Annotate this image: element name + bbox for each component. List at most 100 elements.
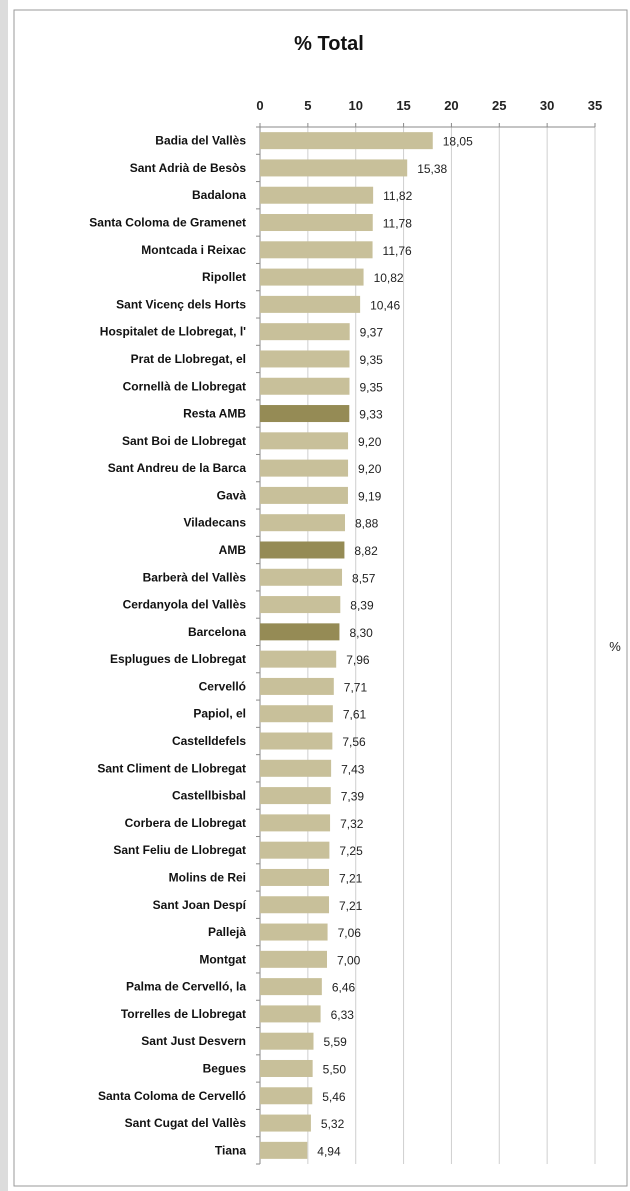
bar xyxy=(260,650,337,668)
value-label: 7,56 xyxy=(342,735,366,749)
bar xyxy=(260,132,433,150)
bar xyxy=(260,432,349,450)
value-label: 9,37 xyxy=(360,326,384,340)
value-label: 8,82 xyxy=(354,544,378,558)
bar xyxy=(260,459,349,477)
value-label: 9,35 xyxy=(359,380,383,394)
value-label: 9,20 xyxy=(358,462,382,476)
value-label: 5,32 xyxy=(321,1117,345,1131)
unit-label: % xyxy=(609,639,621,654)
bar xyxy=(260,541,345,559)
bar xyxy=(260,923,328,941)
bar xyxy=(260,759,332,777)
value-label: 7,32 xyxy=(340,817,364,831)
bar xyxy=(260,241,373,259)
x-tick-label: 15 xyxy=(396,98,410,113)
bar xyxy=(260,405,350,423)
value-label: 5,46 xyxy=(322,1090,346,1104)
value-label: 10,82 xyxy=(374,271,404,285)
category-label: Sant Just Desvern xyxy=(141,1034,246,1048)
bar xyxy=(260,323,350,341)
bar xyxy=(260,1059,313,1077)
value-label: 9,20 xyxy=(358,435,382,449)
category-label: Sant Climent de Llobregat xyxy=(97,761,246,775)
value-label: 8,57 xyxy=(352,571,376,585)
left-shadow xyxy=(0,0,8,1191)
chart-title: % Total xyxy=(294,33,364,55)
category-label: Sant Adrià de Besòs xyxy=(130,161,247,175)
value-label: 11,78 xyxy=(383,217,412,231)
bar xyxy=(260,350,350,368)
category-label: Barcelona xyxy=(188,625,246,639)
value-label: 7,00 xyxy=(337,953,361,967)
value-label: 8,39 xyxy=(350,599,374,613)
category-label: Santa Coloma de Cervelló xyxy=(98,1089,246,1103)
category-label: Corbera de Llobregat xyxy=(125,816,246,830)
value-label: 7,21 xyxy=(339,871,363,885)
category-label: Cerdanyola del Vallès xyxy=(123,598,247,612)
bar xyxy=(260,868,330,886)
bar xyxy=(260,214,373,232)
value-label: 11,82 xyxy=(383,189,412,203)
category-label: Molins de Rei xyxy=(169,870,246,884)
bar xyxy=(260,186,374,204)
bar xyxy=(260,159,408,177)
category-label: Esplugues de Llobregat xyxy=(110,652,246,666)
bar xyxy=(260,677,334,695)
bar xyxy=(260,295,361,313)
value-label: 8,30 xyxy=(349,626,373,640)
value-label: 11,76 xyxy=(383,244,412,258)
category-label: Hospitalet de Llobregat, l' xyxy=(100,325,246,339)
category-label: Papiol, el xyxy=(193,707,246,721)
x-tick-label: 30 xyxy=(540,98,554,113)
category-label: Sant Vicenç dels Horts xyxy=(116,297,246,311)
value-label: 7,21 xyxy=(339,899,363,913)
bar xyxy=(260,623,340,641)
x-tick-label: 35 xyxy=(588,98,602,113)
value-label: 15,38 xyxy=(417,162,447,176)
value-labels: 18,05 15,38 11,82 11,78 11,76 10,82 10,46 9,37 9… xyxy=(317,135,473,1159)
category-label: Sant Cugat del Vallès xyxy=(125,1116,247,1130)
category-label: Viladecans xyxy=(184,516,247,530)
bar xyxy=(260,1114,311,1132)
value-label: 7,06 xyxy=(338,926,362,940)
value-label: 5,50 xyxy=(323,1062,347,1076)
category-label: Sant Andreu de la Barca xyxy=(108,461,247,475)
bar xyxy=(260,377,350,395)
category-label: Pallejà xyxy=(208,925,246,939)
x-tick-labels: 0 5 10 15 20 25 30 35 xyxy=(256,98,602,113)
category-label: Badia del Vallès xyxy=(155,134,246,148)
bar xyxy=(260,787,331,805)
bar xyxy=(260,896,330,914)
value-label: 9,33 xyxy=(359,408,383,422)
value-label: 6,33 xyxy=(331,1008,355,1022)
value-label: 6,46 xyxy=(332,981,356,995)
bar xyxy=(260,950,327,968)
category-label: Santa Coloma de Gramenet xyxy=(89,216,246,230)
category-label: Ripollet xyxy=(202,270,246,284)
x-tick-label: 10 xyxy=(348,98,362,113)
category-labels: Badia del Vallès Sant Adrià de Besòs Badal… xyxy=(89,134,246,1158)
value-label: 7,25 xyxy=(339,844,363,858)
category-label: Gavà xyxy=(217,488,247,502)
bar xyxy=(260,514,345,532)
category-label: Castellbisbal xyxy=(172,789,246,803)
category-label: Castelldefels xyxy=(172,734,246,748)
category-label: Begues xyxy=(203,1061,247,1075)
category-label: Sant Feliu de Llobregat xyxy=(113,843,246,857)
category-label: Tiana xyxy=(215,1143,246,1157)
value-label: 9,19 xyxy=(358,489,382,503)
value-label: 5,59 xyxy=(324,1035,348,1049)
value-label: 7,96 xyxy=(346,653,370,667)
bar xyxy=(260,268,364,286)
bar xyxy=(260,596,341,614)
bar xyxy=(260,568,343,586)
value-label: 10,46 xyxy=(370,298,400,312)
x-tick-label: 0 xyxy=(256,98,263,113)
x-tick-label: 20 xyxy=(444,98,458,113)
x-tick-label: 25 xyxy=(492,98,506,113)
bar xyxy=(260,1005,321,1023)
bar xyxy=(260,841,330,859)
bar xyxy=(260,732,333,750)
